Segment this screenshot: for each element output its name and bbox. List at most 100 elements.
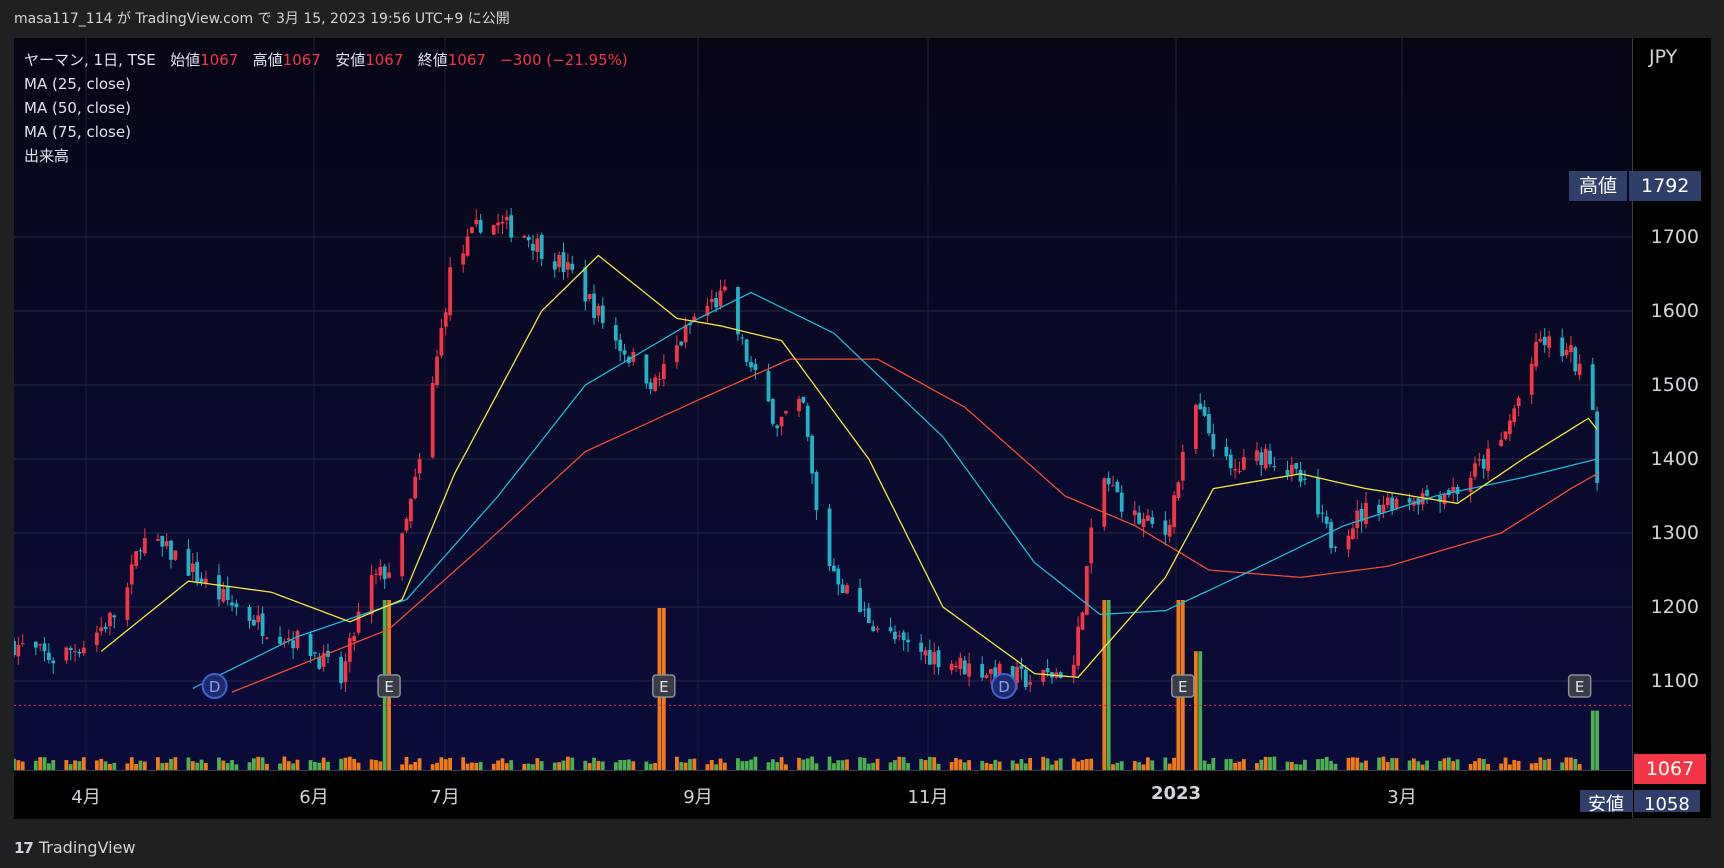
volume-bar	[775, 762, 780, 770]
tradingview-brand[interactable]: 17 TradingView	[14, 838, 136, 857]
dividend-marker-3[interactable]	[990, 673, 1017, 699]
candle-body	[16, 644, 21, 657]
candle-body	[1080, 612, 1085, 630]
ma50-line[interactable]	[192, 291, 1598, 689]
volume-bar	[936, 763, 941, 770]
volume-bar	[1255, 763, 1259, 770]
candle-body	[871, 626, 876, 631]
volume-bar	[1115, 762, 1120, 770]
candle-body	[989, 669, 993, 674]
candle-body	[1455, 486, 1460, 495]
volume-bar	[1560, 762, 1565, 770]
candle-body	[827, 508, 832, 567]
candle-body	[160, 535, 165, 547]
volume-bar	[94, 760, 99, 770]
volume-bar	[1141, 764, 1146, 770]
volume-bar	[408, 764, 413, 770]
candle-body	[1172, 495, 1176, 527]
earnings-marker-2[interactable]	[652, 674, 676, 698]
volume-bar	[33, 760, 38, 770]
legend-volume[interactable]: 出来高	[24, 147, 70, 165]
volume-bar	[1446, 757, 1451, 770]
event-marker-label-2: E	[659, 678, 668, 696]
legend-ma75[interactable]: MA (75, close)	[24, 123, 131, 141]
volume-bar	[1355, 757, 1360, 770]
volume-bar	[1272, 756, 1277, 770]
tradingview-logo-icon: 17	[14, 838, 34, 857]
legend-symbol[interactable]: ヤーマン, 1日, TSE	[24, 51, 156, 69]
volume-bar	[1071, 758, 1076, 770]
volume-bar	[1455, 759, 1460, 770]
earnings-marker-4[interactable]	[1171, 674, 1195, 698]
earnings-marker-1[interactable]	[377, 674, 401, 698]
candle-body	[845, 585, 849, 594]
ma75-line[interactable]	[231, 358, 1598, 693]
candle-body	[1071, 664, 1076, 676]
volume-bar	[339, 758, 343, 770]
earnings-marker-5[interactable]	[1567, 674, 1592, 698]
candle-body	[234, 603, 239, 608]
candle-body	[775, 425, 780, 429]
volume-bar	[893, 760, 897, 770]
volume-bar	[1102, 600, 1107, 770]
volume-bar	[1320, 758, 1325, 770]
candle-body	[347, 638, 352, 662]
volume-bar	[845, 759, 849, 770]
candle-body	[797, 398, 801, 412]
legend-ma50[interactable]: MA (50, close)	[24, 99, 131, 117]
volume-bar	[430, 764, 435, 770]
volume-bar	[1028, 758, 1033, 770]
volume-bar	[1268, 756, 1272, 770]
volume-bar	[1564, 757, 1569, 770]
dividend-marker-0[interactable]	[201, 673, 228, 699]
candle-body	[51, 660, 56, 664]
legend-ma25[interactable]: MA (25, close)	[24, 75, 131, 93]
candle-body	[858, 587, 862, 613]
volume-bar	[836, 760, 841, 770]
candle-body	[286, 638, 291, 641]
price-axis[interactable]: JPY 1100 1200 1300 1400 1500 1600 1700	[1632, 38, 1711, 818]
time-axis[interactable]: 4月 6月 7月 9月 11月 2023 3月	[14, 770, 1632, 819]
x-tick-3: 9月	[683, 787, 713, 808]
volume-bar	[1228, 758, 1233, 770]
volume-bar	[1420, 764, 1425, 770]
volume-bar	[186, 757, 191, 770]
candle-body	[443, 312, 448, 327]
candle-body	[1595, 411, 1600, 483]
candle-body	[1045, 668, 1050, 673]
legend-low-value: 1067	[365, 51, 404, 69]
candle-body	[644, 354, 649, 384]
candle-body	[862, 609, 867, 611]
candle-body	[1294, 463, 1299, 469]
volume-bar	[1237, 761, 1242, 770]
candle-body	[369, 575, 374, 615]
legend-close-value: 1067	[447, 51, 486, 69]
volume-bar	[81, 757, 86, 770]
volume-bar	[1241, 759, 1246, 770]
candle-body	[770, 398, 775, 424]
candle-body	[439, 328, 444, 356]
volume-bar	[138, 760, 143, 770]
candle-body	[199, 578, 204, 582]
candle-body	[1207, 414, 1211, 434]
candle-body	[718, 290, 723, 307]
volume-bar	[596, 760, 601, 770]
candle-body	[352, 636, 357, 642]
volume-bar	[278, 763, 282, 770]
candle-body	[1499, 439, 1504, 447]
volume-bar	[1516, 760, 1521, 770]
ma25-line[interactable]	[100, 254, 1598, 678]
currency-label[interactable]: JPY	[1649, 46, 1678, 68]
volume-bar	[1303, 759, 1307, 770]
candle-body	[230, 602, 234, 606]
candle-body	[875, 628, 880, 630]
volume-bar	[321, 757, 326, 770]
volume-bar	[51, 760, 56, 770]
y-tick-1400: 1400	[1650, 448, 1699, 470]
volume-bar	[1041, 756, 1046, 770]
volume-bar	[1425, 760, 1429, 770]
candle-body	[722, 286, 727, 291]
